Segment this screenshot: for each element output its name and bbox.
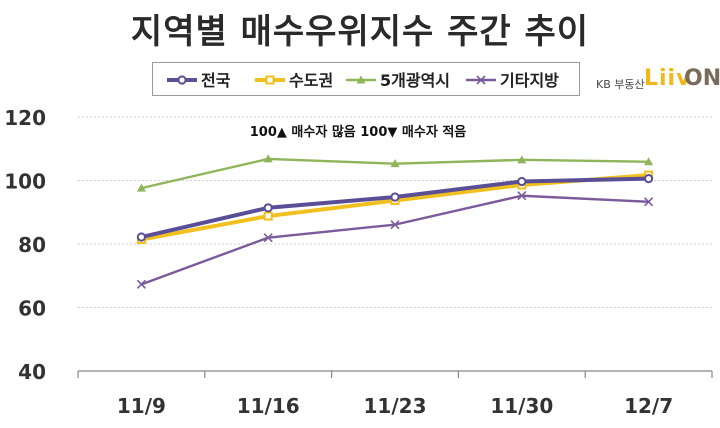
kb-liiv-on-logo: KB 부동산 Liiv ON: [596, 66, 720, 98]
y-tick-label: 100: [4, 170, 46, 194]
data-point: [517, 155, 527, 164]
series-3: [136, 154, 654, 192]
y-tick-label: 80: [18, 233, 46, 257]
data-point: [644, 197, 654, 207]
legend-item: 기타지방: [466, 71, 559, 90]
data-point: [390, 159, 400, 168]
data-point: [517, 176, 527, 187]
legend-label: 전국: [201, 71, 231, 90]
data-point: [390, 220, 400, 230]
logo-suffix: ON: [684, 66, 720, 91]
series-1: [136, 173, 654, 242]
legend-marker: [265, 75, 275, 85]
chart-title: 지역별 매수우위지수 주간 추이: [130, 12, 590, 52]
data-point: [136, 232, 146, 242]
x-tick-label: 12/7: [624, 394, 673, 418]
legend-marker: [476, 75, 486, 85]
y-tick-label: 120: [4, 106, 46, 130]
data-point: [644, 173, 654, 184]
x-tick-label: 11/23: [364, 394, 427, 418]
legend: 전국 수도권 5개광역시 기타지방: [152, 62, 580, 96]
x-tick-label: 11/16: [237, 394, 300, 418]
x-tick-label: 11/9: [117, 394, 166, 418]
data-point: [390, 192, 400, 202]
data-point: [263, 203, 273, 213]
legend-item: 5개광역시: [346, 71, 450, 90]
legend-item: 전국: [167, 71, 231, 90]
series-2: [136, 170, 654, 245]
legend-label: 기타지방: [500, 71, 559, 90]
data-point: [263, 154, 273, 163]
logo-brand: Liiv: [644, 66, 692, 91]
series-line: [141, 173, 649, 242]
series-line: [140, 176, 649, 239]
x-tick-label: 11/30: [490, 394, 553, 418]
data-point: [263, 233, 273, 243]
series-4: [136, 191, 654, 289]
legend-item: 수도권: [255, 71, 333, 90]
logo-small-text: KB 부동산: [596, 78, 645, 91]
annotation: 100▲ 매수자 많음 100▼ 매수자 적음: [250, 124, 467, 140]
legend-label: 수도권: [289, 71, 333, 90]
series-line: [140, 194, 649, 286]
data-point: [263, 211, 273, 221]
data-point: [644, 157, 654, 166]
data-point: [136, 183, 146, 192]
y-tick-label: 40: [18, 360, 46, 384]
legend-marker: [356, 75, 366, 84]
legend-label: 5개광역시: [380, 71, 450, 90]
data-point: [517, 191, 527, 201]
y-tick-label: 60: [18, 297, 46, 321]
legend-svg: 전국 수도권 5개광역시 기타지방: [167, 71, 559, 90]
data-point: [136, 279, 146, 289]
legend-marker: [177, 75, 187, 85]
